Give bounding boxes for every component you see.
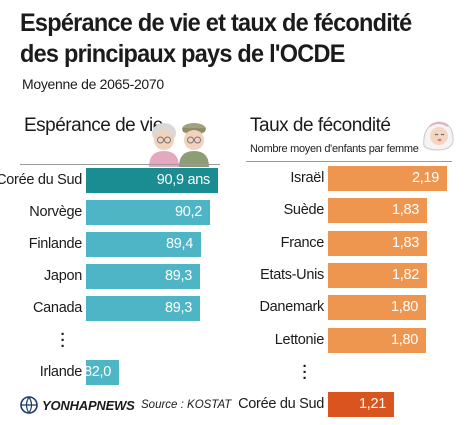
life-value-label: 90,9 ans [156,172,211,188]
fert-category-label: Israël [290,170,324,186]
fert-bar [328,231,427,256]
life-panel-rule [20,164,220,165]
fert-bar [328,166,447,191]
fert-bar [328,392,394,417]
life-category-label: Norvège [29,204,82,220]
fert-value-label: 2,19 [411,170,439,186]
fert-bar [328,295,426,320]
elderly-couple-icon [146,121,218,172]
life-bar [86,296,200,321]
fert-bar [328,328,426,353]
fertility-panel-title: Taux de fécondité [250,115,391,136]
fert-bar [328,263,427,288]
fert-value-label: 1,21 [358,396,386,412]
fert-category-label: France [280,235,325,251]
life-category-label: Finlande [28,236,83,252]
chart-title: Espérance de vie et taux de fécondité de… [20,9,412,68]
fert-category-label: Danemark [259,299,325,315]
life-category-label: Japon [43,268,82,284]
fert-ellipsis: · · · [302,358,308,387]
fert-value-label: 1,80 [390,332,418,348]
fert-bar [328,198,427,223]
yonhap-logo: YONHAPNEWS [20,396,135,414]
fertility-panel-subtitle: Nombre moyen d'enfants par femme [250,143,419,155]
life-category-label: Irlande [39,364,83,380]
life-category-label: Corée du Sud [0,172,82,188]
yonhap-globe-icon [20,396,38,414]
fert-value-label: 1,80 [390,299,418,315]
life-value-label: 90,2 [174,204,202,220]
life-bar [86,264,200,289]
fert-value-label: 1,83 [391,202,419,218]
life-panel-title: Espérance de vie [24,115,163,136]
fert-category-label: Etats-Unis [260,267,324,283]
fert-value-label: 1,83 [391,235,419,251]
life-bar [86,232,201,257]
life-category-label: Canada [33,300,82,316]
fert-category-label: Corée du Sud [238,396,324,412]
life-value-label: 89,3 [164,268,192,284]
life-bar [86,168,218,193]
fert-category-label: Lettonie [274,332,325,348]
life-bar [86,360,119,385]
logo-text: YONHAPNEWS [42,397,135,413]
life-value-label: 82,0 [83,364,111,380]
fert-category-label: Suède [283,202,325,218]
life-value-label: 89,4 [165,236,193,252]
life-ellipsis: · · · [60,326,66,355]
fert-value-label: 1,82 [391,267,419,283]
fertility-panel-rule [246,161,452,162]
source-note: Source : KOSTAT [141,399,232,411]
life-bar [86,200,210,225]
chart-subtitle: Moyenne de 2065-2070 [22,76,164,92]
life-value-label: 89,3 [164,300,192,316]
baby-icon [420,116,456,157]
